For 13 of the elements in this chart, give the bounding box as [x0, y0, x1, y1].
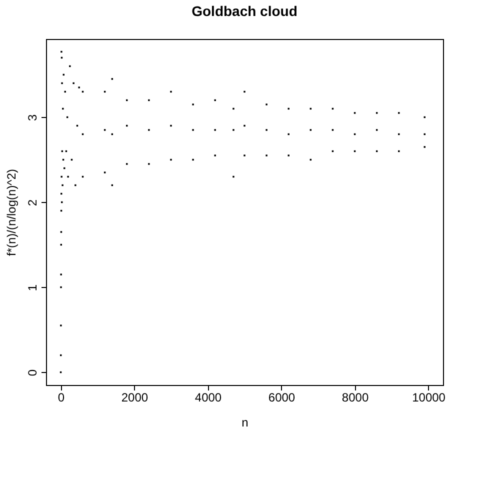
chart-title: Goldbach cloud: [192, 3, 298, 19]
y-tick-label: 2: [26, 199, 40, 206]
y-tick-label: 0: [26, 369, 40, 376]
x-tick-label: 10000: [412, 390, 446, 404]
x-tick-label: 8000: [342, 390, 369, 404]
y-tick-label: 1: [26, 284, 40, 292]
x-tick-label: 2000: [121, 390, 148, 404]
y-axis-title: f*(n)/(n/log(n)^2): [4, 169, 18, 256]
x-tick-label: 6000: [268, 390, 296, 404]
x-tick-label: 4000: [194, 390, 222, 404]
x-axis-title: n: [242, 416, 248, 430]
x-tick-label: 0: [58, 390, 65, 404]
y-tick-label: 3: [26, 114, 40, 122]
